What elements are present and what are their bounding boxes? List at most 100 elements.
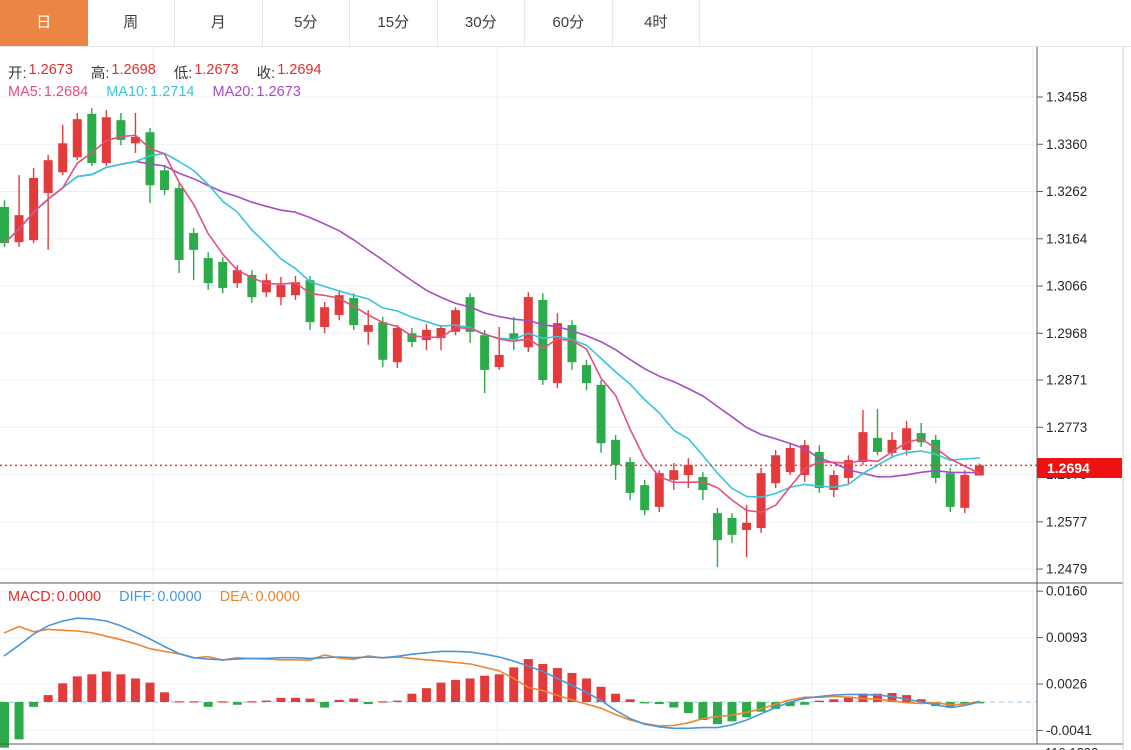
macd-histogram-bar (509, 667, 519, 702)
candlestick (596, 384, 606, 444)
axis-tick-label: 1.2871 (1046, 373, 1087, 388)
candlestick (116, 120, 126, 140)
macd-histogram-bar (873, 693, 882, 702)
candlestick (509, 333, 519, 341)
macd-histogram-bar (611, 693, 621, 702)
macd-histogram-bar (101, 671, 111, 702)
macd-histogram-bar (451, 679, 461, 702)
tab-timeframe-1[interactable]: 日 (0, 0, 88, 46)
macd-histogram-bar (727, 702, 737, 722)
candlestick (960, 475, 970, 508)
macd-histogram-bar (683, 702, 693, 714)
macd-histogram-bar (160, 692, 170, 702)
candlestick (305, 280, 315, 323)
macd-histogram-bar (742, 702, 752, 718)
candlestick (392, 327, 402, 363)
macd-histogram-bar (436, 682, 446, 702)
axis-tick-label: 1.3066 (1046, 279, 1087, 294)
candlestick (130, 137, 140, 144)
clipped-axis-label: 110.1222 (1045, 745, 1125, 750)
tab-timeframe-2[interactable]: 周 (87, 0, 175, 46)
candlestick (349, 298, 359, 326)
axis-tick-label: 0.0026 (1046, 676, 1087, 691)
candlestick (887, 439, 897, 453)
candlestick (87, 113, 97, 164)
axis-tick-label: 1.3262 (1046, 184, 1087, 199)
candlestick (582, 365, 591, 383)
tab-timeframe-5[interactable]: 15分 (350, 0, 438, 46)
candlestick (0, 206, 9, 244)
candlestick (902, 428, 912, 450)
candlestick (43, 160, 53, 193)
macd-histogram-bar (771, 702, 781, 709)
candlestick (858, 432, 868, 463)
candlestick (421, 329, 431, 341)
macd-histogram-bar (145, 682, 155, 702)
candlestick (771, 455, 781, 484)
macd-histogram-bar (261, 700, 271, 702)
candlestick (189, 232, 199, 250)
tab-timeframe-3[interactable]: 月 (175, 0, 263, 46)
macd-histogram-bar (232, 702, 242, 705)
macd-histogram-bar (669, 702, 679, 708)
candlestick (160, 170, 170, 191)
axis-tick-label: 1.3458 (1046, 90, 1087, 105)
timeframe-tabbar: 日周月 5分 15分 30分 60分 4时 (0, 0, 1131, 47)
candlestick (436, 327, 446, 339)
axis-tick-label: 0.0160 (1046, 584, 1087, 599)
candlestick (974, 465, 984, 476)
candlestick (611, 439, 621, 465)
axis-tick-label: 1.2968 (1046, 326, 1087, 341)
diff-line (3, 617, 981, 730)
candlestick (334, 295, 344, 315)
macd-histogram-bar (349, 698, 359, 702)
macd-histogram-bar (407, 693, 417, 702)
candlestick (451, 310, 461, 332)
macd-histogram-bar (523, 659, 533, 702)
macd-histogram-bar (640, 702, 650, 704)
candlestick (320, 307, 330, 328)
tab-timeframe-7[interactable]: 60分 (525, 0, 613, 46)
macd-histogram-bar (843, 696, 853, 702)
candlestick (712, 513, 722, 541)
macd-histogram-bar (712, 702, 722, 725)
macd-histogram-bar (14, 702, 24, 740)
candlestick (727, 517, 737, 535)
macd-histogram-bar (189, 701, 199, 703)
candlestick (945, 473, 955, 507)
axis-tick-label: -0.0041 (1046, 723, 1092, 738)
candlestick (800, 445, 810, 476)
tab-timeframe-4[interactable]: 5分 (262, 0, 350, 46)
candlestick (291, 282, 300, 296)
candlestick (538, 300, 548, 381)
tab-timeframe-8[interactable]: 4时 (612, 0, 700, 46)
macd-histogram-bar (334, 699, 344, 702)
macd-histogram-bar (887, 692, 897, 702)
candlestick (203, 258, 213, 284)
dea-line (3, 625, 981, 727)
candlestick (552, 323, 562, 383)
candlestick (407, 333, 417, 342)
tabbar-filler (700, 0, 1131, 46)
candlestick (567, 325, 577, 363)
macd-histogram-bar (421, 688, 431, 702)
candlestick (174, 188, 184, 260)
candlestick (640, 485, 650, 511)
candlestick (523, 297, 533, 348)
ma20-line (3, 160, 981, 478)
candlestick (58, 143, 68, 173)
candlestick (873, 437, 882, 452)
last-price-tag: 1.2694 (1037, 458, 1122, 478)
candlestick (29, 178, 39, 241)
candlestick (829, 475, 839, 490)
tab-timeframe-6[interactable]: 30分 (437, 0, 525, 46)
candlestick (814, 451, 824, 489)
axis-tick-label: 1.2773 (1046, 420, 1087, 435)
candlestick (931, 439, 941, 478)
axis-tick-label: 1.3360 (1046, 137, 1087, 152)
ma5-line (3, 134, 981, 514)
macd-histogram-bar (320, 702, 330, 708)
candlestick (683, 464, 693, 476)
